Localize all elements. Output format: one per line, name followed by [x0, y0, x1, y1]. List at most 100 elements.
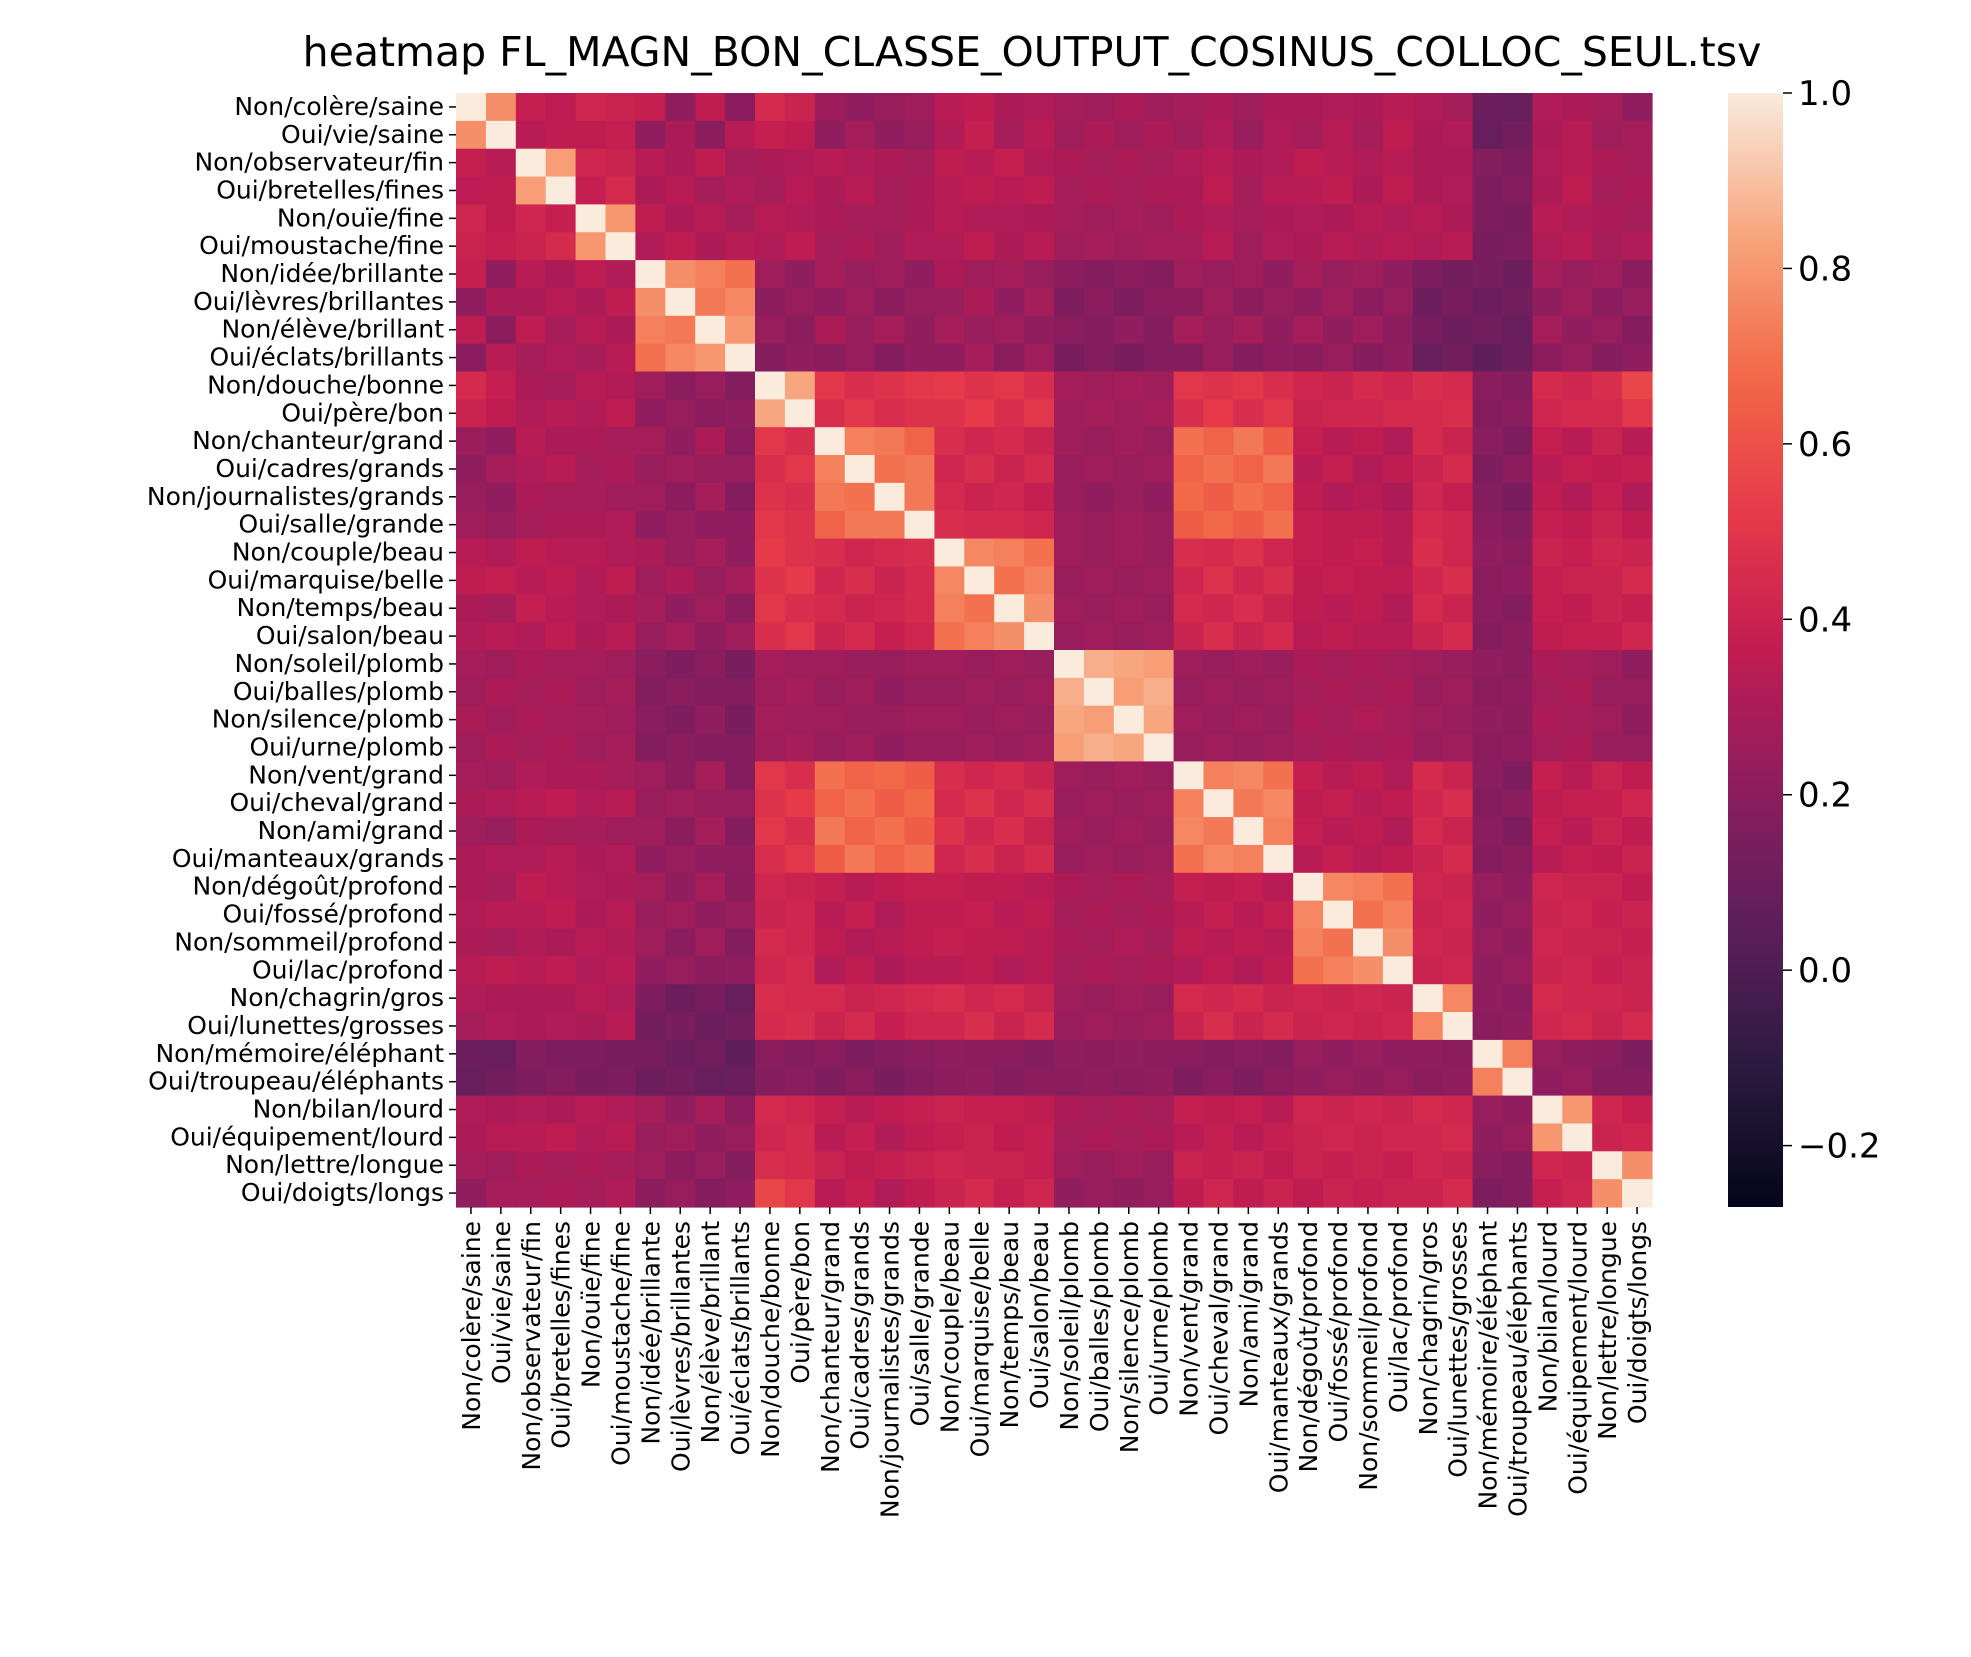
heatmap-cell [1024, 455, 1055, 484]
x-tick-label: Oui/moustache/fine [606, 1221, 635, 1466]
heatmap-cell [1233, 1123, 1264, 1152]
heatmap-cell [1412, 677, 1444, 707]
heatmap-cell [635, 956, 666, 985]
heatmap-cell [784, 482, 816, 512]
heatmap-cell [575, 817, 607, 846]
heatmap-cell [934, 844, 965, 874]
heatmap-cell [1203, 204, 1234, 233]
heatmap-cell [1083, 928, 1115, 957]
heatmap-cell [665, 427, 696, 456]
y-tick-label: Non/vent/grand [248, 760, 444, 789]
heatmap-cell [456, 1179, 487, 1208]
heatmap-cell [575, 566, 607, 595]
heatmap-cell [755, 733, 786, 762]
heatmap-cell [1592, 455, 1623, 484]
heatmap-cell [1263, 399, 1294, 428]
heatmap-cell [874, 287, 906, 317]
heatmap-cell [1024, 120, 1055, 150]
heatmap-cell [1173, 148, 1205, 178]
heatmap-cell [904, 900, 935, 930]
heatmap-cell [1622, 260, 1653, 289]
heatmap-cell [575, 1012, 607, 1041]
heatmap-cell [485, 93, 517, 122]
heatmap-cell [1054, 1067, 1085, 1097]
heatmap-cell [456, 148, 487, 178]
heatmap-cell [1054, 928, 1085, 957]
heatmap-cell [575, 789, 607, 818]
y-tick-label: Non/ami/grand [258, 816, 445, 845]
heatmap-cell [1502, 1095, 1533, 1125]
heatmap-cell [1532, 733, 1563, 762]
heatmap-cell [695, 176, 726, 205]
heatmap-cell [1113, 343, 1145, 373]
heatmap-cell [1562, 761, 1593, 790]
heatmap-cell [1382, 594, 1414, 623]
heatmap-cell [1233, 789, 1264, 818]
heatmap-cell [1173, 510, 1205, 540]
heatmap-cell [515, 1179, 547, 1208]
heatmap-cell [1532, 900, 1563, 930]
heatmap-cell [994, 622, 1025, 651]
heatmap-cell [784, 93, 816, 122]
heatmap-cell [485, 1151, 517, 1180]
heatmap-cell [844, 287, 876, 317]
heatmap-cell [1442, 1151, 1474, 1180]
heatmap-cell [545, 176, 577, 205]
heatmap-cell [1592, 538, 1623, 568]
heatmap-cell [1203, 538, 1234, 568]
heatmap-cell [964, 287, 995, 317]
heatmap-cell [1293, 1123, 1324, 1152]
x-tick-label: Non/silence/plomb [1115, 1221, 1144, 1453]
heatmap-cell [725, 1067, 756, 1097]
heatmap-cell [1592, 287, 1623, 317]
heatmap-cell [1083, 789, 1115, 818]
heatmap-cell [1233, 399, 1264, 428]
heatmap-cell [964, 371, 995, 400]
heatmap-cell [1353, 287, 1384, 317]
heatmap-cell [1113, 427, 1145, 456]
heatmap-cell [1592, 566, 1623, 595]
heatmap-cell [814, 315, 846, 345]
heatmap-cell [456, 176, 487, 205]
heatmap-cell [1083, 538, 1115, 568]
heatmap-cell [814, 1039, 846, 1069]
heatmap-cell [605, 594, 636, 623]
heatmap-cell [1532, 482, 1563, 512]
heatmap-cell [1024, 343, 1055, 373]
heatmap-cell [515, 482, 547, 512]
heatmap-cell [1203, 93, 1234, 122]
heatmap-cell [1472, 1067, 1504, 1097]
heatmap-cell [1592, 761, 1623, 790]
heatmap-cell [665, 93, 696, 122]
heatmap-cell [485, 260, 517, 289]
heatmap-cell [545, 510, 577, 540]
heatmap-cell [1412, 900, 1444, 930]
heatmap-cell [605, 204, 636, 233]
heatmap-cell [874, 204, 906, 233]
heatmap-cell [665, 1039, 696, 1069]
heatmap-cell [485, 343, 517, 373]
heatmap-cell [1412, 260, 1444, 289]
heatmap-cell [1113, 510, 1145, 540]
heatmap-cell [1412, 622, 1444, 651]
heatmap-cell [1562, 1067, 1593, 1097]
heatmap-cell [1412, 176, 1444, 205]
heatmap-cell [964, 1067, 995, 1097]
heatmap-cell [874, 1039, 906, 1069]
heatmap-cell [1173, 1151, 1205, 1180]
heatmap-cell [874, 789, 906, 818]
heatmap-cell [904, 928, 935, 957]
heatmap-cell [1442, 204, 1474, 233]
heatmap-cell [1143, 761, 1175, 790]
heatmap-cell [874, 482, 906, 512]
heatmap-cell [874, 232, 906, 261]
heatmap-cell [515, 594, 547, 623]
heatmap-cell [1173, 455, 1205, 484]
heatmap-cell [1532, 928, 1563, 957]
heatmap-cell [1382, 371, 1414, 400]
heatmap-cell [1024, 1067, 1055, 1097]
heatmap-cell [1233, 1179, 1264, 1208]
heatmap-cell [515, 1067, 547, 1097]
heatmap-cell [1083, 677, 1115, 707]
heatmap-cell [725, 538, 756, 568]
